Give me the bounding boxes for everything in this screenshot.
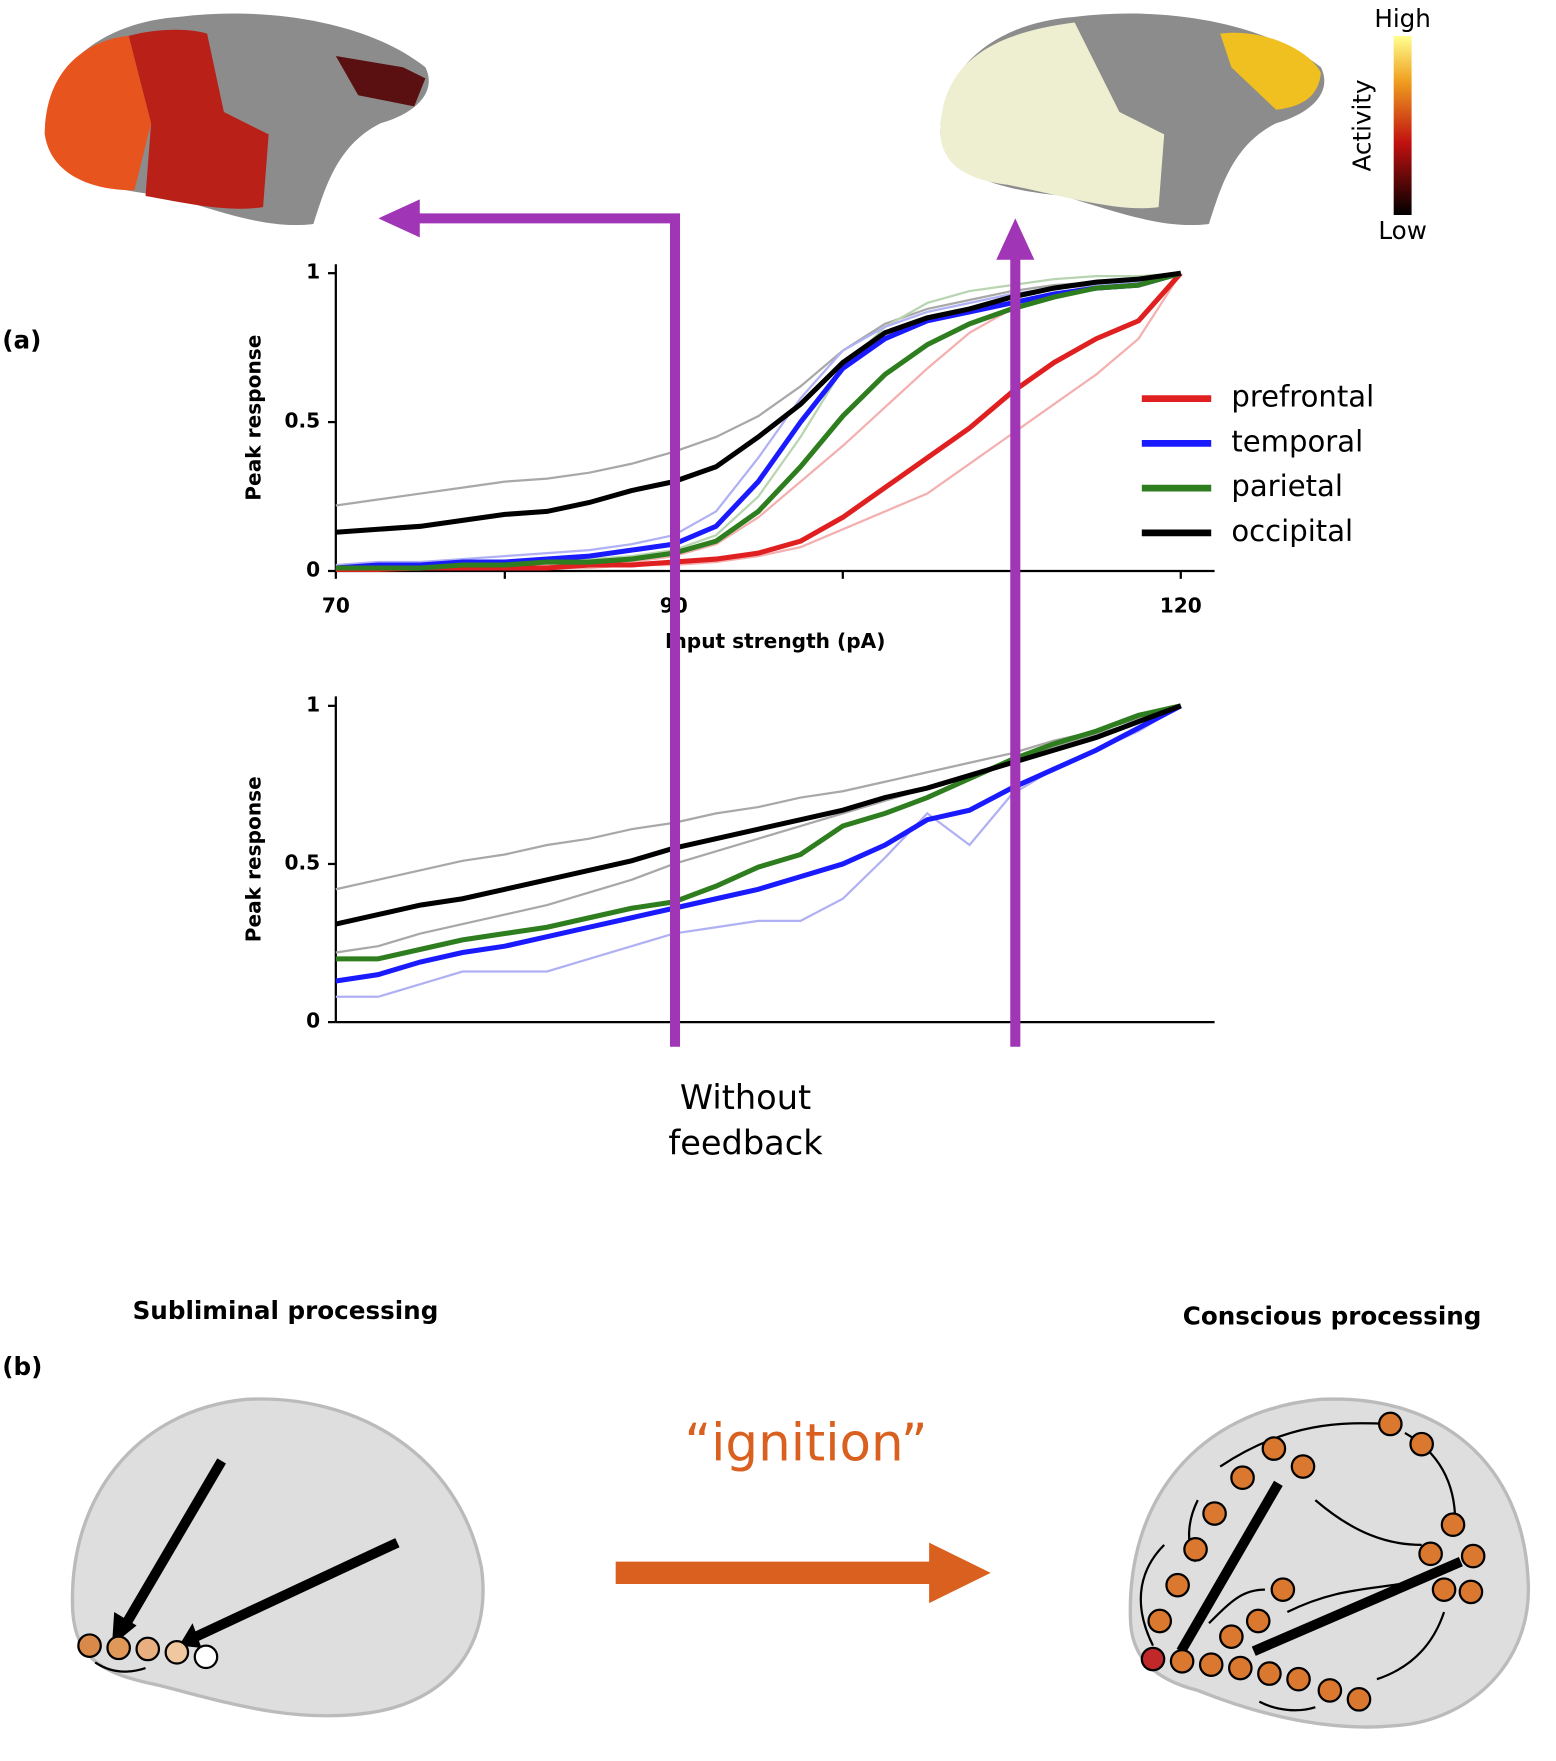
trace-line	[335, 272, 1181, 571]
y-tick-label: 0.5	[284, 409, 320, 433]
brain-right	[940, 13, 1325, 226]
colorbar-low: Low	[1378, 216, 1426, 245]
legend-label: prefrontal	[1231, 380, 1374, 414]
trace-line	[335, 272, 1182, 571]
arrows	[414, 213, 1021, 1047]
panel-label: (a)	[2, 325, 41, 354]
arrowhead	[996, 218, 1035, 260]
legend-label: occipital	[1231, 514, 1353, 548]
arrowhead	[378, 199, 420, 238]
series-line	[335, 270, 1182, 571]
series-line	[335, 703, 1182, 927]
x-axis-label: Input strength (pA)	[665, 629, 885, 653]
y-axis-label: Peak response	[242, 335, 266, 501]
y-tick-label: 1	[306, 260, 320, 284]
y-tick-label: 0	[306, 1009, 320, 1033]
brain-left	[44, 13, 429, 226]
series-line	[335, 703, 1182, 962]
ignition-label: “ignition”	[684, 1413, 927, 1473]
y-tick-label: 1	[306, 692, 320, 716]
colorbar-high: High	[1374, 4, 1431, 33]
legend-label: parietal	[1231, 469, 1343, 503]
series-line	[335, 270, 1182, 535]
colorbar	[1393, 35, 1412, 216]
x-tick-label: 120	[1160, 593, 1202, 617]
series-line	[335, 271, 1183, 573]
subtitle: Subliminal processing	[133, 1296, 439, 1325]
y-tick-label: 0	[306, 557, 320, 581]
panel-label: (b)	[2, 1352, 42, 1381]
x-tick-label: 70	[322, 593, 350, 617]
y-axis-label: Peak response	[242, 776, 266, 942]
trace-line	[335, 704, 1182, 891]
brain-subliminal	[70, 1397, 485, 1718]
annotation: Without	[680, 1078, 811, 1117]
trace-line	[335, 272, 1181, 507]
brain-conscious	[1128, 1397, 1531, 1729]
colorbar-label: Activity	[1347, 79, 1376, 171]
y-tick-label: 0.5	[284, 850, 320, 874]
annotation: feedback	[668, 1124, 823, 1163]
trace-line	[335, 272, 1181, 570]
series-line	[335, 270, 1182, 571]
series-line	[335, 703, 1182, 984]
ignition-arrow	[615, 1542, 991, 1604]
legend-label: temporal	[1231, 424, 1363, 458]
subtitle: Conscious processing	[1183, 1302, 1482, 1331]
